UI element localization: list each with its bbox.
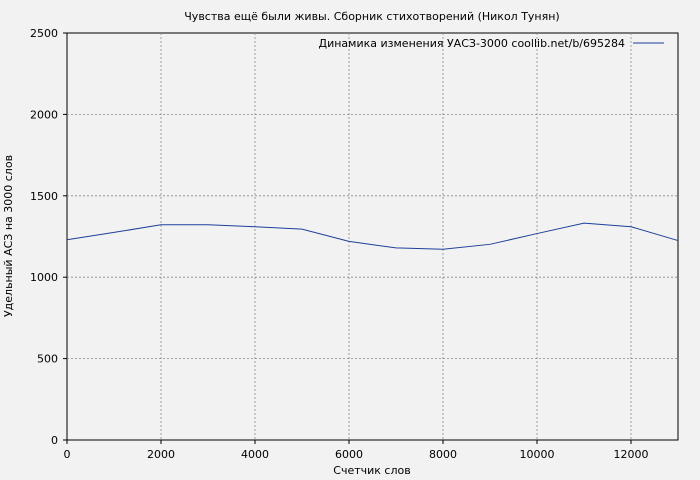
series-line — [66, 222, 679, 250]
x-tick-label: 4000 — [241, 448, 269, 461]
y-tick-label: 2000 — [30, 108, 58, 121]
plot-area — [66, 32, 679, 441]
series-group — [66, 222, 679, 250]
x-tick-label: 0 — [64, 448, 71, 461]
x-axis-label: Счетчик слов — [333, 464, 410, 477]
y-tick-label: 0 — [51, 434, 58, 447]
x-tick-label: 12000 — [614, 448, 649, 461]
x-tick-label: 10000 — [520, 448, 555, 461]
chart-title: Чувства ещё были живы. Сборник стихотвор… — [184, 10, 559, 23]
legend: Динамика изменения УАСЗ-3000 coollib.net… — [319, 37, 664, 50]
y-tick-label: 500 — [37, 353, 58, 366]
y-tick-label: 1500 — [30, 190, 58, 203]
x-tick-label: 6000 — [335, 448, 363, 461]
y-tick-label: 2500 — [30, 27, 58, 40]
grid-lines — [67, 33, 678, 440]
legend-label: Динамика изменения УАСЗ-3000 coollib.net… — [319, 37, 626, 50]
x-tick-label: 8000 — [429, 448, 457, 461]
x-tick-label: 2000 — [147, 448, 175, 461]
y-axis-label: Удельный АСЗ на 3000 слов — [2, 155, 15, 317]
y-tick-label: 1000 — [30, 271, 58, 284]
axis-ticks: 0 2000 4000 6000 8000 10000 12000 0 500 1000 1500 2… — [30, 27, 649, 461]
